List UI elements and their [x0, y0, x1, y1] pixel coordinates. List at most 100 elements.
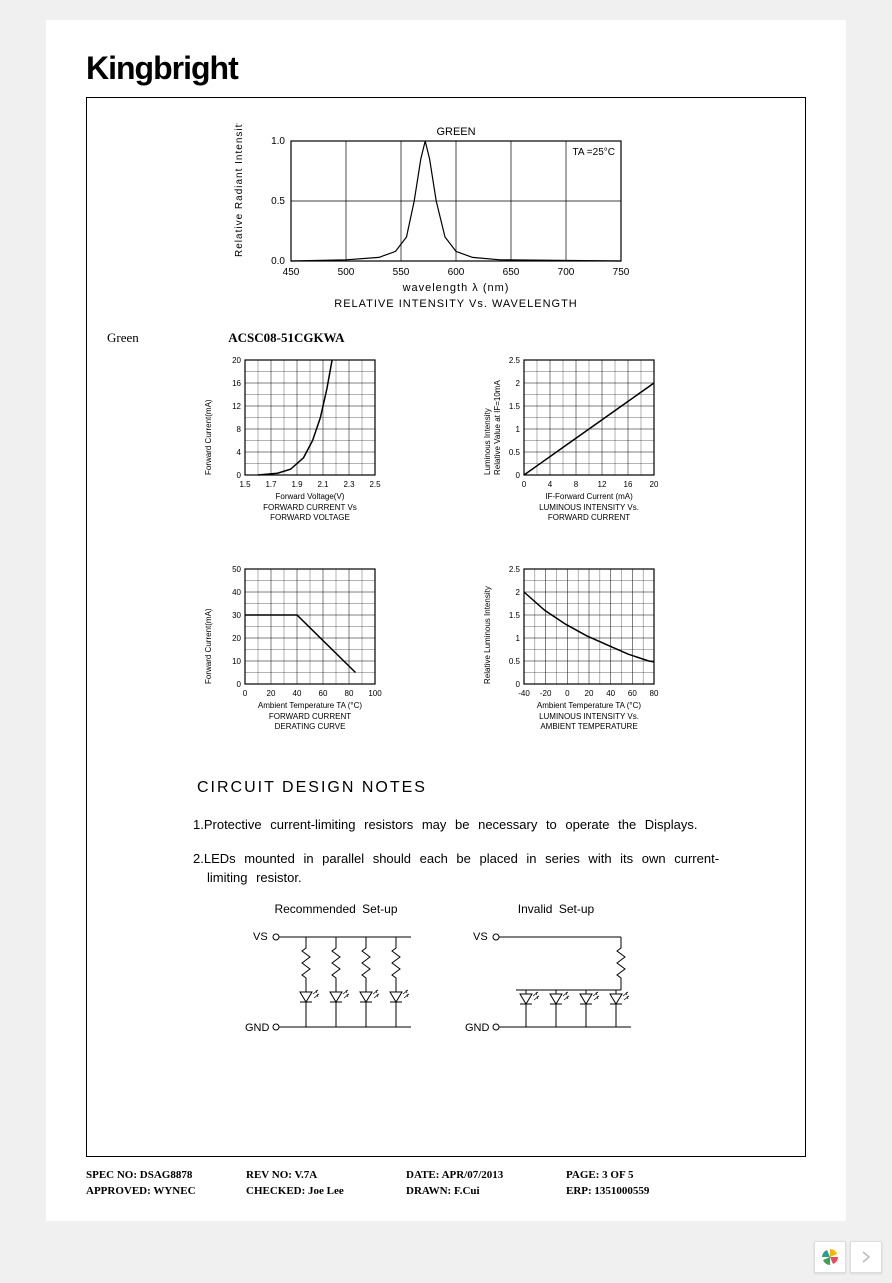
- svg-text:12: 12: [232, 402, 241, 411]
- svg-text:0.5: 0.5: [508, 448, 520, 457]
- svg-text:1: 1: [515, 634, 520, 643]
- svg-text:20: 20: [232, 356, 241, 365]
- svg-text:wavelength λ (nm): wavelength λ (nm): [402, 282, 510, 294]
- svg-text:VS: VS: [253, 931, 268, 943]
- svg-text:500: 500: [338, 267, 355, 278]
- svg-text:0.5: 0.5: [508, 657, 520, 666]
- svg-text:GREEN: GREEN: [436, 126, 475, 138]
- svg-text:40: 40: [232, 588, 241, 597]
- svg-text:750: 750: [613, 267, 630, 278]
- svg-text:8: 8: [236, 425, 241, 434]
- svg-text:RELATIVE INTENSITY Vs. WAVELEN: RELATIVE INTENSITY Vs. WAVELENGTH: [334, 298, 577, 310]
- svg-text:80: 80: [344, 689, 353, 698]
- footer-spec: SPEC NO: DSAG8878: [86, 1169, 246, 1181]
- svg-text:2.1: 2.1: [317, 480, 329, 489]
- footer-drawn: DRAWN: F.Cui: [406, 1185, 566, 1197]
- svg-text:1.7: 1.7: [265, 480, 277, 489]
- svg-text:16: 16: [623, 480, 632, 489]
- svg-text:450: 450: [283, 267, 300, 278]
- svg-text:20: 20: [266, 689, 275, 698]
- footer: SPEC NO: DSAG8878 REV NO: V.7A DATE: APR…: [86, 1169, 806, 1197]
- svg-text:50: 50: [232, 565, 241, 574]
- svg-text:60: 60: [318, 689, 327, 698]
- datasheet-page: Kingbright Relative Radiant Intensity 0.0…: [46, 20, 846, 1221]
- invalid-caption: Invalid Set-up: [461, 902, 651, 916]
- svg-text:10: 10: [232, 657, 241, 666]
- chevron-right-icon: [860, 1251, 872, 1263]
- svg-text:2: 2: [515, 379, 520, 388]
- viewer-toolbar: [814, 1241, 882, 1273]
- svg-text:1.0: 1.0: [271, 136, 285, 147]
- section-title: CIRCUIT DESIGN NOTES: [197, 779, 785, 797]
- svg-text:TA =25°C: TA =25°C: [573, 147, 615, 158]
- svg-text:2.5: 2.5: [508, 356, 520, 365]
- footer-row-2: APPROVED: WYNEC CHECKED: Joe Lee DRAWN: …: [86, 1185, 806, 1197]
- svg-text:0: 0: [565, 689, 570, 698]
- svg-text:Forward Voltage(V): Forward Voltage(V): [275, 492, 344, 501]
- wavelength-chart: Relative Radiant Intensity 0.0 0.5 1.0 450 50…: [107, 123, 785, 323]
- luminous-intensity-chart: Luminous IntensityRelative Value at IF=1…: [476, 355, 696, 540]
- svg-text:AMBIENT TEMPERATURE: AMBIENT TEMPERATURE: [540, 722, 637, 731]
- svg-text:FORWARD CURRENT Vs: FORWARD CURRENT Vs: [263, 503, 357, 512]
- svg-text:1.5: 1.5: [508, 611, 520, 620]
- footer-rev: REV NO: V.7A: [246, 1169, 406, 1181]
- svg-text:2: 2: [515, 588, 520, 597]
- content-frame: Relative Radiant Intensity0.00.51.045050…: [86, 97, 806, 1157]
- svg-text:0: 0: [242, 689, 247, 698]
- footer-row-1: SPEC NO: DSAG8878 REV NO: V.7A DATE: APR…: [86, 1169, 806, 1181]
- derating-chart: Forward Current(mA)010203040500204060801…: [197, 564, 417, 749]
- recommended-circuit: Recommended Set-up VS GND: [241, 902, 431, 1052]
- svg-text:-20: -20: [539, 689, 551, 698]
- svg-text:0.0: 0.0: [271, 256, 285, 267]
- footer-approved: APPROVED: WYNEC: [86, 1185, 246, 1197]
- next-button[interactable]: [850, 1241, 882, 1273]
- svg-text:8: 8: [573, 480, 578, 489]
- footer-erp: ERP: 1351000559: [566, 1185, 726, 1197]
- recommended-caption: Recommended Set-up: [241, 902, 431, 916]
- footer-page-num: PAGE: 3 OF 5: [566, 1169, 726, 1181]
- charts-row-2: Forward Current(mA)010203040500204060801…: [107, 564, 785, 749]
- svg-text:VS: VS: [473, 931, 488, 943]
- svg-text:550: 550: [393, 267, 410, 278]
- svg-text:1.9: 1.9: [291, 480, 303, 489]
- svg-text:Forward Current(mA): Forward Current(mA): [204, 399, 213, 475]
- svg-text:2.3: 2.3: [343, 480, 355, 489]
- part-number: ACSC08-51CGKWA: [228, 330, 344, 345]
- logo-button[interactable]: [814, 1241, 846, 1273]
- svg-text:2.5: 2.5: [508, 565, 520, 574]
- svg-text:Ambient Temperature TA (°C): Ambient Temperature TA (°C): [536, 701, 640, 710]
- svg-text:60: 60: [627, 689, 636, 698]
- svg-text:0: 0: [515, 471, 520, 480]
- svg-text:1: 1: [515, 425, 520, 434]
- svg-text:1.5: 1.5: [508, 402, 520, 411]
- svg-text:IF-Forward Current (mA): IF-Forward Current (mA): [545, 492, 633, 501]
- note-1: 1.Protective current-limiting resistors …: [207, 815, 745, 835]
- invalid-circuit: Invalid Set-up VS GND: [461, 902, 651, 1052]
- svg-text:0: 0: [515, 680, 520, 689]
- svg-text:Relative Radiant Intensity: Relative Radiant Intensity: [234, 123, 245, 257]
- svg-text:16: 16: [232, 379, 241, 388]
- svg-text:GND: GND: [245, 1022, 270, 1034]
- svg-text:-40: -40: [518, 689, 530, 698]
- pinwheel-icon: [820, 1247, 840, 1267]
- brand-logo: Kingbright: [86, 50, 806, 87]
- footer-date: DATE: APR/07/2013: [406, 1169, 566, 1181]
- svg-text:700: 700: [558, 267, 575, 278]
- svg-text:1.5: 1.5: [239, 480, 251, 489]
- svg-text:0: 0: [236, 471, 241, 480]
- color-label: Green: [107, 330, 139, 345]
- svg-text:600: 600: [448, 267, 465, 278]
- footer-checked: CHECKED: Joe Lee: [246, 1185, 406, 1197]
- note-2: 2.LEDs mounted in parallel should each b…: [207, 849, 745, 888]
- svg-text:0.5: 0.5: [271, 196, 285, 207]
- forward-voltage-chart: Forward Current(mA) 0 4 8 12 16 20 1.5 1.7 1.9 2.1…: [197, 355, 417, 540]
- svg-text:40: 40: [606, 689, 615, 698]
- svg-text:4: 4: [236, 448, 241, 457]
- circuit-diagrams: Recommended Set-up VS GND Invalid Set-up …: [107, 902, 785, 1052]
- svg-text:20: 20: [584, 689, 593, 698]
- svg-text:GND: GND: [465, 1022, 490, 1034]
- svg-text:Forward Current(mA): Forward Current(mA): [204, 608, 213, 684]
- svg-text:LUMINOUS INTENSITY Vs.: LUMINOUS INTENSITY Vs.: [539, 712, 639, 721]
- svg-text:2.5: 2.5: [369, 480, 381, 489]
- svg-text:20: 20: [649, 480, 658, 489]
